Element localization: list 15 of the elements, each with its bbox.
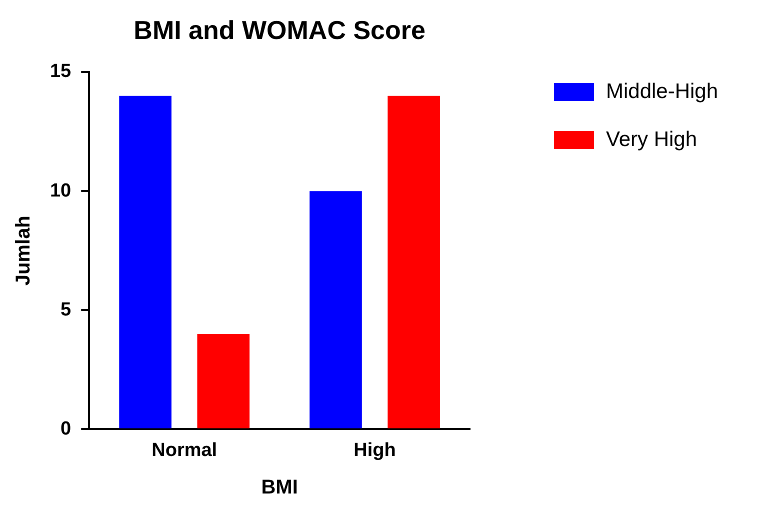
bar — [310, 191, 362, 428]
legend-label: Middle-High — [606, 80, 718, 103]
bar — [119, 96, 172, 428]
x-tick-label: Normal — [152, 440, 218, 461]
y-tick-label: 10 — [50, 180, 72, 202]
y-tick-label: 5 — [60, 299, 72, 320]
bar — [197, 334, 250, 428]
y-axis-title: Jumlah — [12, 216, 35, 286]
legend-label: Very High — [606, 128, 698, 151]
y-tick-label: 0 — [60, 418, 72, 440]
x-tick-label: High — [354, 440, 396, 461]
y-tick-label: 15 — [50, 61, 72, 82]
chart-title: BMI and WOMAC Score — [134, 15, 426, 46]
x-axis-title: BMI — [261, 476, 298, 499]
bar — [388, 96, 440, 428]
